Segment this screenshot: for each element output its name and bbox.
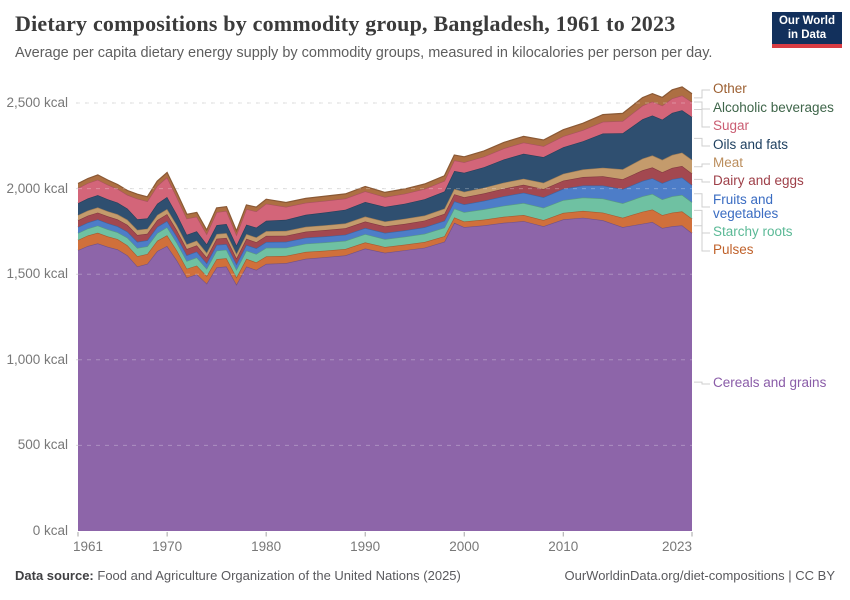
y-axis-label: 1,000 kcal <box>6 351 68 367</box>
legend-connector-dairy-and-eggs <box>694 178 710 183</box>
area-dairy-and-eggs[interactable] <box>78 166 692 265</box>
y-axis-label: 500 kcal <box>17 437 68 453</box>
data-source-text: Food and Agriculture Organization of the… <box>97 568 461 583</box>
legend-connector-meat <box>694 163 710 168</box>
legend-item-cereals-and-grains[interactable]: Cereals and grains <box>713 375 827 390</box>
area-cereals-and-grains[interactable] <box>78 217 692 531</box>
legend-item-dairy-and-eggs[interactable]: Dairy and eggs <box>713 173 804 188</box>
chart-title: Dietary compositions by commodity group,… <box>15 11 676 36</box>
legend-connector-starchy-roots <box>694 209 710 234</box>
legend-connector-pulses <box>694 225 710 252</box>
footer-separator: | <box>788 568 792 583</box>
footer-right: OurWorldinData.org/diet-compositions | C… <box>564 568 835 583</box>
owid-logo-line2: in Data <box>787 29 827 41</box>
legend-connector-cereals-and-grains <box>694 381 710 385</box>
legend-item-fruits-and-vegetables[interactable]: Fruits and vegetables <box>713 192 779 222</box>
legend-connector-fruits-and-vegetables <box>694 193 710 208</box>
x-axis-label: 2000 <box>449 539 480 554</box>
x-axis-label: 1990 <box>350 539 381 554</box>
chart-subtitle: Average per capita dietary energy supply… <box>15 45 713 61</box>
y-axis-label: 1,500 kcal <box>6 266 68 282</box>
area-starchy-roots[interactable] <box>78 193 692 278</box>
x-axis-label: 1961 <box>72 539 104 554</box>
legend-item-alcoholic-beverages[interactable]: Alcoholic beverages <box>713 100 834 115</box>
legend-item-starchy-roots[interactable]: Starchy roots <box>713 224 793 239</box>
legend-connector-alcoholic-beverages <box>694 101 710 110</box>
legend-item-oils-and-fats[interactable]: Oils and fats <box>713 137 789 152</box>
y-axis-label: 2,500 kcal <box>6 95 68 110</box>
x-axis-label: 1970 <box>152 539 183 554</box>
legend-connector-oils-and-fats <box>694 137 710 147</box>
y-axis-label: 2,000 kcal <box>6 180 68 196</box>
owid-logo-line1: Our World <box>778 14 835 27</box>
x-axis-label: 1980 <box>251 539 282 554</box>
legend-connector-sugar <box>694 109 710 128</box>
legend-item-pulses[interactable]: Pulses <box>713 242 754 257</box>
footer-link[interactable]: OurWorldinData.org/diet-compositions <box>564 568 785 583</box>
legend-connector-other <box>694 89 710 99</box>
data-source: Data source: Food and Agriculture Organi… <box>15 568 461 583</box>
area-outline-other <box>77 86 693 233</box>
legend-item-meat[interactable]: Meat <box>713 155 744 170</box>
footer: Data source: Food and Agriculture Organi… <box>15 568 835 583</box>
legend-item-sugar[interactable]: Sugar <box>713 118 750 133</box>
owid-logo[interactable]: Our World in Data <box>772 12 842 48</box>
legend-item-other[interactable]: Other <box>713 81 747 96</box>
x-axis-label: 2010 <box>548 539 579 554</box>
x-axis-label: 2023 <box>661 539 693 554</box>
area-fruits-and-vegetables[interactable] <box>78 177 692 270</box>
license-text: CC BY <box>795 568 835 583</box>
y-axis-label: 0 kcal <box>32 523 68 538</box>
data-source-label: Data source: <box>15 568 94 583</box>
